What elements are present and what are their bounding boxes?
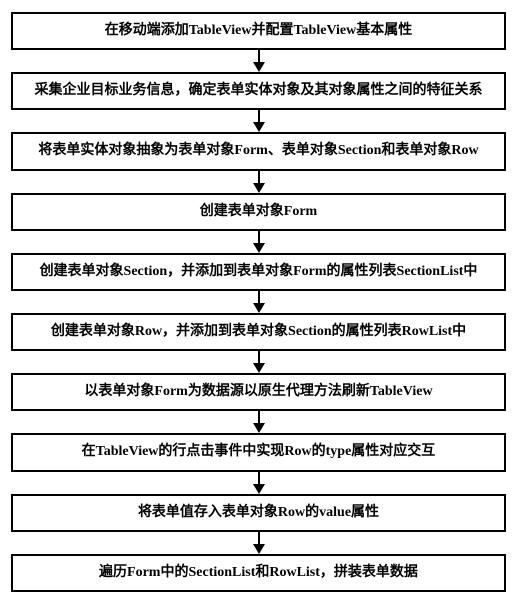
flow-step-label: 创建表单对象Form bbox=[200, 204, 317, 219]
flow-arrow-3 bbox=[11, 171, 506, 193]
flow-step-6: 创建表单对象Row，并添加到表单对象Section的属性列表RowList中 bbox=[11, 313, 506, 351]
flow-step-4: 创建表单对象Form bbox=[11, 193, 506, 231]
flow-step-7: 以表单对象Form为数据源以原生代理方法刷新TableView bbox=[11, 373, 506, 411]
flow-arrow-1 bbox=[11, 50, 506, 72]
flow-step-5: 创建表单对象Section，并添加到表单对象Form的属性列表SectionLi… bbox=[11, 253, 506, 291]
flow-step-label: 以表单对象Form为数据源以原生代理方法刷新TableView bbox=[84, 384, 432, 399]
flow-step-label: 在TableView的行点击事件中实现Row的type属性对应交互 bbox=[82, 444, 436, 459]
flow-arrow-2 bbox=[11, 110, 506, 132]
flow-step-label: 创建表单对象Section，并添加到表单对象Form的属性列表SectionLi… bbox=[40, 264, 478, 279]
flow-step-label: 遍历Form中的SectionList和RowList，拼装表单数据 bbox=[99, 565, 418, 580]
flow-arrow-4 bbox=[11, 231, 506, 253]
flow-step-label: 将表单实体对象抽象为表单对象Form、表单对象Section和表单对象Row bbox=[38, 143, 478, 158]
flow-arrow-7 bbox=[11, 411, 506, 433]
flow-arrow-8 bbox=[11, 472, 506, 494]
flow-step-1: 在移动端添加TableView并配置TableView基本属性 bbox=[11, 12, 506, 50]
flow-step-9: 将表单值存入表单对象Row的value属性 bbox=[11, 494, 506, 532]
flow-step-3: 将表单实体对象抽象为表单对象Form、表单对象Section和表单对象Row bbox=[11, 132, 506, 170]
flow-step-label: 创建表单对象Row，并添加到表单对象Section的属性列表RowList中 bbox=[51, 324, 466, 339]
flow-step-label: 采集企业目标业务信息，确定表单实体对象及其对象属性之间的特征关系 bbox=[35, 83, 483, 98]
flowchart-container: 在移动端添加TableView并配置TableView基本属性采集企业目标业务信… bbox=[11, 12, 506, 592]
flow-step-10: 遍历Form中的SectionList和RowList，拼装表单数据 bbox=[11, 554, 506, 592]
flow-step-8: 在TableView的行点击事件中实现Row的type属性对应交互 bbox=[11, 433, 506, 471]
flow-arrow-9 bbox=[11, 532, 506, 554]
flow-arrow-5 bbox=[11, 291, 506, 313]
flow-step-label: 在移动端添加TableView并配置TableView基本属性 bbox=[105, 23, 413, 38]
flow-step-2: 采集企业目标业务信息，确定表单实体对象及其对象属性之间的特征关系 bbox=[11, 72, 506, 110]
flow-step-label: 将表单值存入表单对象Row的value属性 bbox=[138, 505, 379, 520]
flow-arrow-6 bbox=[11, 351, 506, 373]
